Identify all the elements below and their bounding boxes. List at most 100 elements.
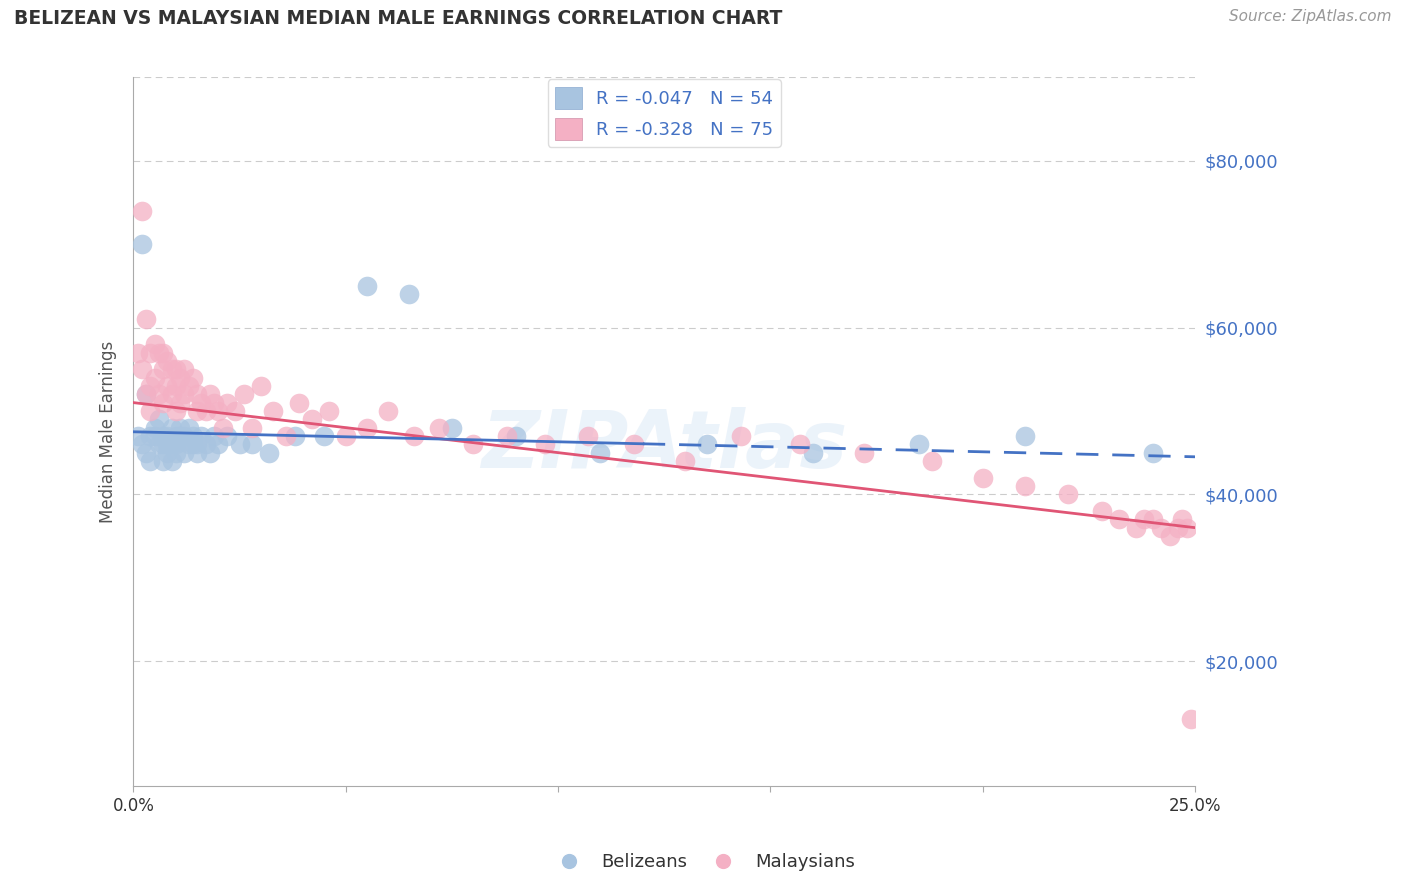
Point [127,345,149,359]
Point [131,362,153,376]
Point [156,437,179,451]
Point [194,404,217,418]
Point [215,429,238,443]
Point [249,379,271,393]
Point [177,437,200,451]
Point [288,395,311,409]
Point [190,395,212,409]
Point [427,420,450,434]
Text: Source: ZipAtlas.com: Source: ZipAtlas.com [1229,9,1392,24]
Point [1108,512,1130,526]
Point [240,437,263,451]
Point [148,387,170,401]
Point [696,437,718,451]
Point [177,379,200,393]
Point [169,420,191,434]
Point [232,387,254,401]
Point [131,237,153,252]
Point [852,445,875,459]
Point [152,395,174,409]
Point [148,345,170,359]
Point [440,420,463,434]
Point [173,445,195,459]
Point [314,429,336,443]
Point [139,454,162,468]
Point [160,387,183,401]
Point [148,412,170,426]
Point [148,437,170,451]
Point [177,420,200,434]
Point [301,412,323,426]
Point [139,429,162,443]
Point [1091,504,1114,518]
Point [789,437,811,451]
Point [181,370,204,384]
Point [181,437,204,451]
Point [257,445,280,459]
Point [165,445,187,459]
Point [398,287,420,301]
Point [169,395,191,409]
Point [263,404,285,418]
Point [202,395,225,409]
Point [1171,512,1194,526]
Point [152,345,174,359]
Point [173,362,195,376]
Point [921,454,943,468]
Point [589,445,612,459]
Point [143,337,166,351]
Point [186,387,208,401]
Point [1014,479,1036,493]
Point [224,404,246,418]
Point [186,445,208,459]
Point [215,395,238,409]
Point [1056,487,1078,501]
Point [165,429,187,443]
Point [143,429,166,443]
Point [165,404,187,418]
Point [240,420,263,434]
Point [534,437,557,451]
Point [135,445,157,459]
Point [190,429,212,443]
Point [228,437,250,451]
Text: ZIPAtlas: ZIPAtlas [481,407,848,485]
Point [801,445,824,459]
Point [623,437,645,451]
Point [972,470,994,484]
Point [152,454,174,468]
Point [156,379,179,393]
Point [207,404,229,418]
Point [186,437,208,451]
Point [198,445,221,459]
Point [173,387,195,401]
Point [1175,521,1198,535]
Point [377,404,399,418]
Point [181,429,204,443]
Point [131,437,153,451]
Point [402,429,425,443]
Point [127,429,149,443]
Point [1014,429,1036,443]
Point [1142,445,1164,459]
Point [318,404,340,418]
Point [152,362,174,376]
Point [1142,512,1164,526]
Point [135,387,157,401]
Point [135,312,157,326]
Point [156,445,179,459]
Point [207,437,229,451]
Point [160,437,183,451]
Point [143,370,166,384]
Point [1125,521,1147,535]
Point [1167,521,1189,535]
Point [356,420,378,434]
Point [198,387,221,401]
Point [202,429,225,443]
Point [156,354,179,368]
Legend: Belizeans, Malaysians: Belizeans, Malaysians [543,847,863,879]
Point [576,429,599,443]
Point [335,429,357,443]
Point [673,454,696,468]
Point [165,362,187,376]
